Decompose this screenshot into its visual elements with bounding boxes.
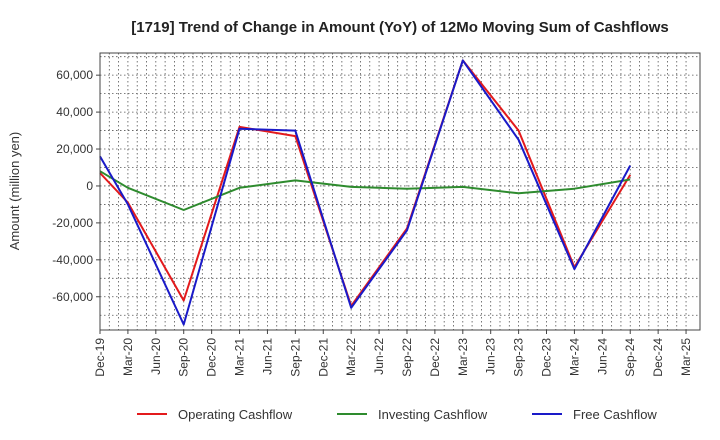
y-axis-label: Amount (million yen) <box>7 132 22 251</box>
series-layer <box>99 59 632 326</box>
plot-frame <box>99 52 701 331</box>
x-tick-label: Sep-22 <box>400 338 414 377</box>
x-tick-label: Jun-20 <box>149 338 163 375</box>
series-line-investing-cashflow <box>99 170 631 211</box>
x-tick-label: Dec-21 <box>316 338 330 377</box>
legend-label: Operating Cashflow <box>178 407 293 422</box>
y-tick-label: 40,000 <box>56 105 93 119</box>
series-line-operating-cashflow <box>99 59 632 307</box>
x-tick-label: Mar-22 <box>344 338 358 376</box>
x-tick-label: Mar-25 <box>679 338 693 376</box>
x-tick-label: Jun-23 <box>484 338 498 375</box>
y-tick-label: 60,000 <box>56 68 93 82</box>
x-tick-label: Mar-20 <box>121 338 135 376</box>
legend-label: Investing Cashflow <box>378 407 488 422</box>
series-line-free-cashflow <box>99 59 632 326</box>
x-tick-label: Dec-22 <box>428 338 442 377</box>
x-tick-label: Dec-19 <box>93 338 107 377</box>
x-tick-label: Mar-23 <box>456 338 470 376</box>
grid <box>99 53 700 330</box>
y-tick-label: 20,000 <box>56 142 93 156</box>
y-tick-label: -20,000 <box>52 216 93 230</box>
x-tick-label: Sep-23 <box>512 338 526 377</box>
x-tick-label: Dec-23 <box>540 338 554 377</box>
x-tick-label: Mar-24 <box>567 338 581 376</box>
y-tick-label: -40,000 <box>52 253 93 267</box>
x-tick-label: Sep-21 <box>288 338 302 377</box>
x-tick-label: Jun-24 <box>595 338 609 375</box>
x-tick-label: Dec-20 <box>205 338 219 377</box>
chart-title: [1719] Trend of Change in Amount (YoY) o… <box>131 19 669 36</box>
y-axis: -60,000 -40,000 -20,000 0 20,000 40,000 60,000 <box>52 68 100 304</box>
x-tick-label: Sep-24 <box>623 338 637 377</box>
x-tick-label: Mar-21 <box>233 338 247 376</box>
x-tick-label: Dec-24 <box>651 338 665 377</box>
legend: Operating Cashflow Investing Cashflow Free… <box>137 407 657 422</box>
legend-label: Free Cashflow <box>573 407 657 422</box>
x-tick-label: Jun-22 <box>372 338 386 375</box>
y-tick-label: -60,000 <box>52 290 93 304</box>
x-tick-label: Sep-20 <box>177 338 191 377</box>
y-tick-label: 0 <box>86 179 93 193</box>
x-axis: Dec-19 Mar-20 Jun-20 Sep-20 Dec-20 Mar-21 Jun-… <box>93 330 693 377</box>
x-tick-label: Jun-21 <box>260 338 274 375</box>
